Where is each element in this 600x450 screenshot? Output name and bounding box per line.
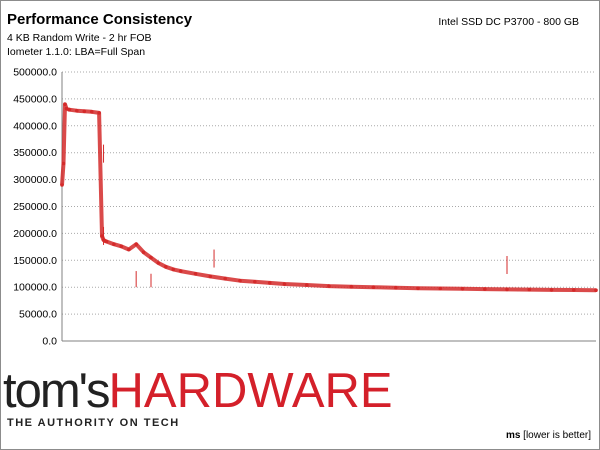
data-point bbox=[349, 284, 354, 289]
y-tick-label: 150000.0 bbox=[13, 255, 57, 267]
data-point bbox=[483, 287, 487, 291]
data-point bbox=[97, 111, 101, 115]
y-tick-label: 0.0 bbox=[42, 336, 57, 348]
data-point bbox=[267, 281, 272, 285]
chart-subtitle-tool: Iometer 1.1.0: LBA=Full Span bbox=[7, 46, 146, 58]
data-point bbox=[100, 234, 104, 238]
y-tick-label: 500000.0 bbox=[13, 67, 57, 79]
data-point bbox=[594, 288, 598, 293]
y-tick-label: 200000.0 bbox=[13, 228, 57, 240]
data-point bbox=[67, 107, 72, 112]
y-tick-label: 100000.0 bbox=[13, 282, 57, 294]
toms-hardware-logo: tom'sHARDWARE bbox=[3, 367, 393, 416]
data-point bbox=[141, 250, 146, 254]
data-point bbox=[89, 110, 94, 114]
data-point bbox=[75, 108, 79, 113]
data-point bbox=[438, 286, 443, 291]
unit-note-unit: ms bbox=[505, 430, 521, 441]
data-point bbox=[61, 161, 66, 166]
series-line bbox=[60, 102, 597, 293]
unit-note-text: [lower is better] bbox=[520, 430, 591, 441]
data-point bbox=[60, 183, 64, 187]
chart-title: Performance Consistency bbox=[7, 11, 193, 28]
data-point bbox=[371, 285, 376, 290]
y-tick-label: 400000.0 bbox=[13, 120, 57, 132]
data-point bbox=[282, 282, 287, 286]
device-label: Intel SSD DC P3700 - 800 GB bbox=[438, 16, 579, 28]
data-point bbox=[119, 244, 124, 249]
y-tick-label: 350000.0 bbox=[13, 147, 57, 159]
y-tick-label: 450000.0 bbox=[13, 93, 57, 105]
data-point bbox=[64, 106, 69, 111]
logo-text-hardware: HARDWARE bbox=[108, 364, 393, 418]
data-point bbox=[305, 283, 309, 287]
data-point bbox=[549, 288, 554, 292]
data-point bbox=[527, 287, 532, 292]
data-point bbox=[572, 288, 576, 292]
chart-subtitle-test: 4 KB Random Write - 2 hr FOB bbox=[7, 32, 152, 44]
data-point bbox=[193, 272, 198, 276]
data-point bbox=[327, 284, 331, 288]
data-point bbox=[505, 287, 509, 292]
logo-text-toms: tom's bbox=[3, 364, 111, 418]
data-point bbox=[223, 276, 227, 281]
data-point bbox=[134, 242, 138, 246]
data-point bbox=[460, 287, 465, 291]
logo-tagline: THE AUTHORITY ON TECH bbox=[7, 417, 180, 429]
y-tick-label: 250000.0 bbox=[13, 201, 57, 213]
data-point bbox=[238, 278, 242, 283]
unit-note: ms [lower is better] bbox=[506, 430, 591, 441]
data-point bbox=[112, 242, 116, 246]
data-point bbox=[416, 286, 420, 291]
y-tick-label: 300000.0 bbox=[13, 174, 57, 186]
data-point bbox=[164, 265, 168, 269]
data-point bbox=[82, 109, 87, 114]
data-point bbox=[127, 247, 131, 252]
data-point bbox=[394, 285, 398, 290]
data-point bbox=[63, 102, 67, 107]
data-point bbox=[253, 280, 257, 284]
data-point bbox=[156, 261, 161, 265]
data-point bbox=[104, 239, 109, 244]
data-point bbox=[178, 269, 183, 273]
y-tick-label: 50000.0 bbox=[19, 309, 57, 321]
data-point bbox=[149, 255, 153, 260]
data-point bbox=[171, 267, 176, 272]
data-point bbox=[208, 274, 213, 279]
